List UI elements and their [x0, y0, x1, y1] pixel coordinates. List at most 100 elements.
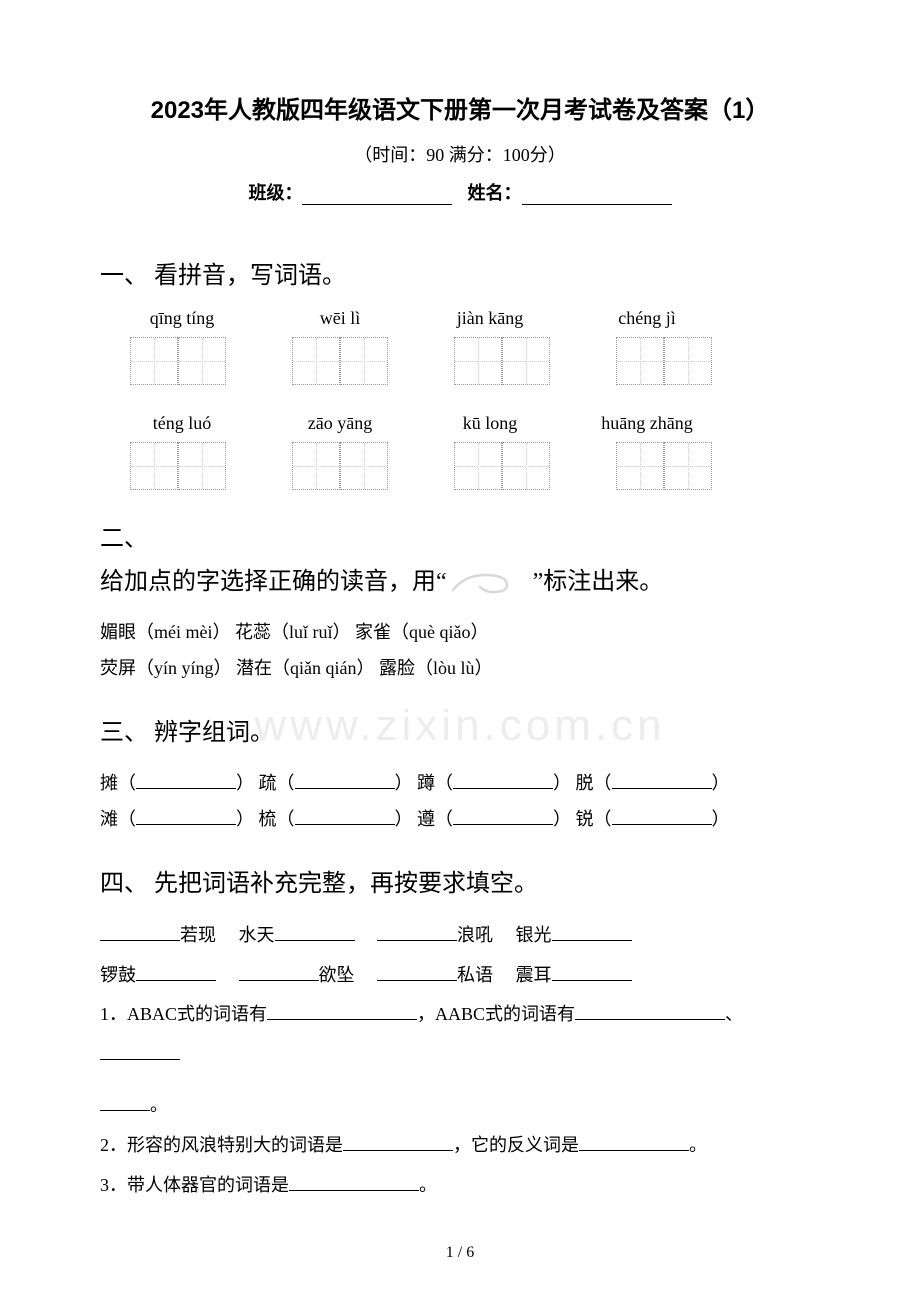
q4-text: 若现 — [180, 925, 216, 945]
q3-text: ） 锐（ — [553, 809, 612, 829]
blank — [100, 925, 180, 941]
char-box-pair — [130, 442, 226, 490]
blank — [453, 773, 553, 789]
blank — [295, 773, 395, 789]
blank — [377, 965, 457, 981]
q1-heading: 一、 看拼音，写词语。 — [100, 255, 820, 290]
pinyin: jiàn kāng — [420, 308, 560, 329]
blank — [267, 1004, 417, 1020]
char-box — [292, 337, 340, 385]
blank — [275, 925, 355, 941]
char-box — [178, 442, 226, 490]
pinyin: chéng jì — [572, 308, 722, 329]
blank — [136, 809, 236, 825]
q4-text: 银光 — [516, 925, 552, 945]
char-box — [178, 337, 226, 385]
char-box — [616, 337, 664, 385]
oval-mark-icon — [447, 572, 533, 594]
blank — [343, 1135, 453, 1151]
pinyin: huāng zhāng — [572, 413, 722, 434]
blank — [136, 773, 236, 789]
q4-text: 震耳 — [516, 965, 552, 985]
q1-pinyin-row-2: téng luó zāo yāng kū long huāng zhāng — [100, 413, 820, 434]
blank — [100, 1044, 180, 1060]
blank — [136, 965, 216, 981]
q4-text: 。 — [689, 1135, 707, 1155]
char-box — [130, 337, 178, 385]
q4-text: 欲坠 — [319, 965, 355, 985]
char-box — [130, 442, 178, 490]
char-box-pair — [130, 337, 226, 385]
char-box — [292, 442, 340, 490]
q3-text: ） 遵（ — [395, 809, 454, 829]
blank — [239, 965, 319, 981]
char-box — [454, 337, 502, 385]
q3-text: ） 梳（ — [236, 809, 295, 829]
blank — [552, 965, 632, 981]
q3-text: ） 脱（ — [553, 773, 612, 793]
char-box — [340, 442, 388, 490]
q2-heading-b: 给加点的字选择正确的读音，用“ — [100, 569, 447, 595]
q3-heading: 三、 辨字组词。 — [100, 712, 820, 747]
subtitle: （时间：90 满分：100分） — [100, 141, 820, 167]
q4-text: ，它的反义词是 — [453, 1135, 579, 1155]
name-label: 姓名： — [468, 183, 522, 203]
q2-line2: 荧屏（yín yíng） 潜在（qiǎn qián） 露脸（lòu lù） — [100, 650, 820, 686]
q4-text: 私语 — [457, 965, 493, 985]
blank — [289, 1175, 419, 1191]
page-title: 2023年人教版四年级语文下册第一次月考试卷及答案（1） — [100, 90, 820, 125]
blank — [575, 1004, 725, 1020]
q3-row1: 摊（） 疏（） 蹲（） 脱（） — [100, 765, 820, 801]
blank — [453, 809, 553, 825]
q4-item3: 3．带人体器官的词语是。 — [100, 1166, 820, 1206]
blank — [377, 925, 457, 941]
char-box-pair — [616, 442, 712, 490]
q1-boxes-row-2 — [100, 442, 820, 490]
class-label: 班级： — [248, 183, 302, 203]
char-box-pair — [454, 442, 550, 490]
q4-item1-tail: 。 — [100, 1086, 820, 1126]
char-box — [340, 337, 388, 385]
blank — [295, 809, 395, 825]
name-blank — [522, 187, 672, 205]
q4-text: 1．ABAC式的词语有 — [100, 1004, 267, 1024]
q4-text: ，AABC式的词语有 — [417, 1004, 575, 1024]
blank — [100, 1095, 150, 1111]
q3-text: ） 蹲（ — [395, 773, 454, 793]
pinyin: kū long — [420, 413, 560, 434]
char-box-pair — [292, 442, 388, 490]
q2-line1: 媚眼（méi mèi） 花蕊（luǐ ruǐ） 家雀（què qiǎo） — [100, 614, 820, 650]
pinyin: téng luó — [112, 413, 252, 434]
blank — [612, 809, 712, 825]
q3-row2: 滩（） 梳（） 遵（） 锐（） — [100, 801, 820, 837]
pinyin: qīng tíng — [112, 308, 252, 329]
char-box-pair — [616, 337, 712, 385]
q2-heading-line: 给加点的字选择正确的读音，用“ ”标注出来。 — [100, 561, 820, 596]
char-box — [502, 442, 550, 490]
char-box — [454, 442, 502, 490]
class-name-row: 班级： 姓名： — [100, 179, 820, 205]
q3-text: ） 疏（ — [236, 773, 295, 793]
blank — [612, 773, 712, 789]
pinyin: wēi lì — [270, 308, 410, 329]
q4-text: 2．形容的风浪特别大的词语是 — [100, 1135, 343, 1155]
q4-text: 浪吼 — [457, 925, 493, 945]
char-box — [664, 337, 712, 385]
q4-text: 3．带人体器官的词语是 — [100, 1175, 289, 1195]
page-footer: 1 / 6 — [0, 1244, 920, 1262]
q1-pinyin-row-1: qīng tíng wēi lì jiàn kāng chéng jì — [100, 308, 820, 329]
q3-text: ） — [712, 773, 730, 793]
q3-text: 滩（ — [100, 809, 136, 829]
q4-text: 、 — [725, 1004, 743, 1024]
q1-boxes-row-1 — [100, 337, 820, 385]
pinyin: zāo yāng — [270, 413, 410, 434]
char-box — [616, 442, 664, 490]
char-box-pair — [292, 337, 388, 385]
char-box-pair — [454, 337, 550, 385]
char-box — [664, 442, 712, 490]
q4-row2: 锣鼓 欲坠 私语 震耳 — [100, 956, 820, 996]
q4-item1: 1．ABAC式的词语有 ，AABC式的词语有 、 — [100, 995, 820, 1074]
q4-text: 。 — [150, 1095, 168, 1115]
q2-heading-c: ”标注出来。 — [533, 569, 664, 595]
q4-row1: 若现 水天 浪吼 银光 — [100, 916, 820, 956]
